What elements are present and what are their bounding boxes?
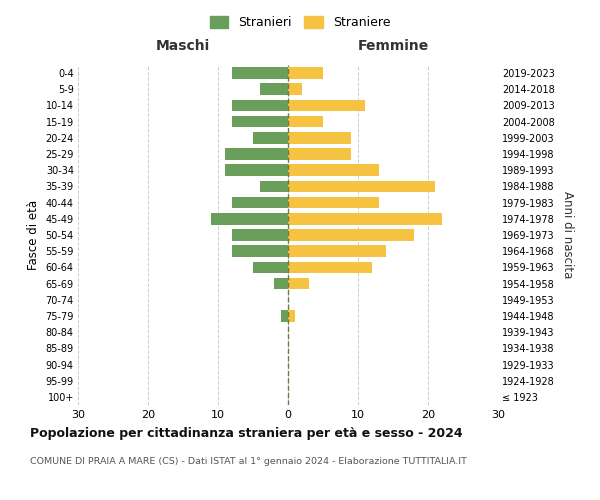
Text: Maschi: Maschi <box>156 38 210 52</box>
Bar <box>232 246 288 257</box>
Text: COMUNE DI PRAIA A MARE (CS) - Dati ISTAT al 1° gennaio 2024 - Elaborazione TUTTI: COMUNE DI PRAIA A MARE (CS) - Dati ISTAT… <box>30 458 467 466</box>
Bar <box>288 100 365 112</box>
Bar <box>288 148 351 160</box>
Bar <box>288 197 379 208</box>
Text: Femmine: Femmine <box>358 38 428 52</box>
Bar <box>288 116 323 128</box>
Bar <box>288 278 309 289</box>
Bar <box>288 246 386 257</box>
Bar <box>288 229 414 241</box>
Legend: Stranieri, Straniere: Stranieri, Straniere <box>205 11 395 34</box>
Bar <box>288 262 372 273</box>
Bar <box>232 116 288 128</box>
Bar <box>288 84 302 95</box>
Bar <box>288 68 323 79</box>
Bar <box>260 84 288 95</box>
Bar <box>288 213 442 224</box>
Bar <box>281 310 288 322</box>
Bar <box>253 262 288 273</box>
Bar <box>211 213 288 224</box>
Bar <box>253 132 288 143</box>
Bar <box>288 310 295 322</box>
Bar <box>232 68 288 79</box>
Text: Popolazione per cittadinanza straniera per età e sesso - 2024: Popolazione per cittadinanza straniera p… <box>30 428 463 440</box>
Bar <box>288 164 379 176</box>
Bar <box>225 148 288 160</box>
Bar <box>288 132 351 143</box>
Y-axis label: Anni di nascita: Anni di nascita <box>562 192 574 278</box>
Bar <box>260 180 288 192</box>
Bar <box>274 278 288 289</box>
Bar <box>232 197 288 208</box>
Bar <box>232 229 288 241</box>
Bar <box>232 100 288 112</box>
Bar <box>225 164 288 176</box>
Y-axis label: Fasce di età: Fasce di età <box>27 200 40 270</box>
Bar <box>288 180 435 192</box>
